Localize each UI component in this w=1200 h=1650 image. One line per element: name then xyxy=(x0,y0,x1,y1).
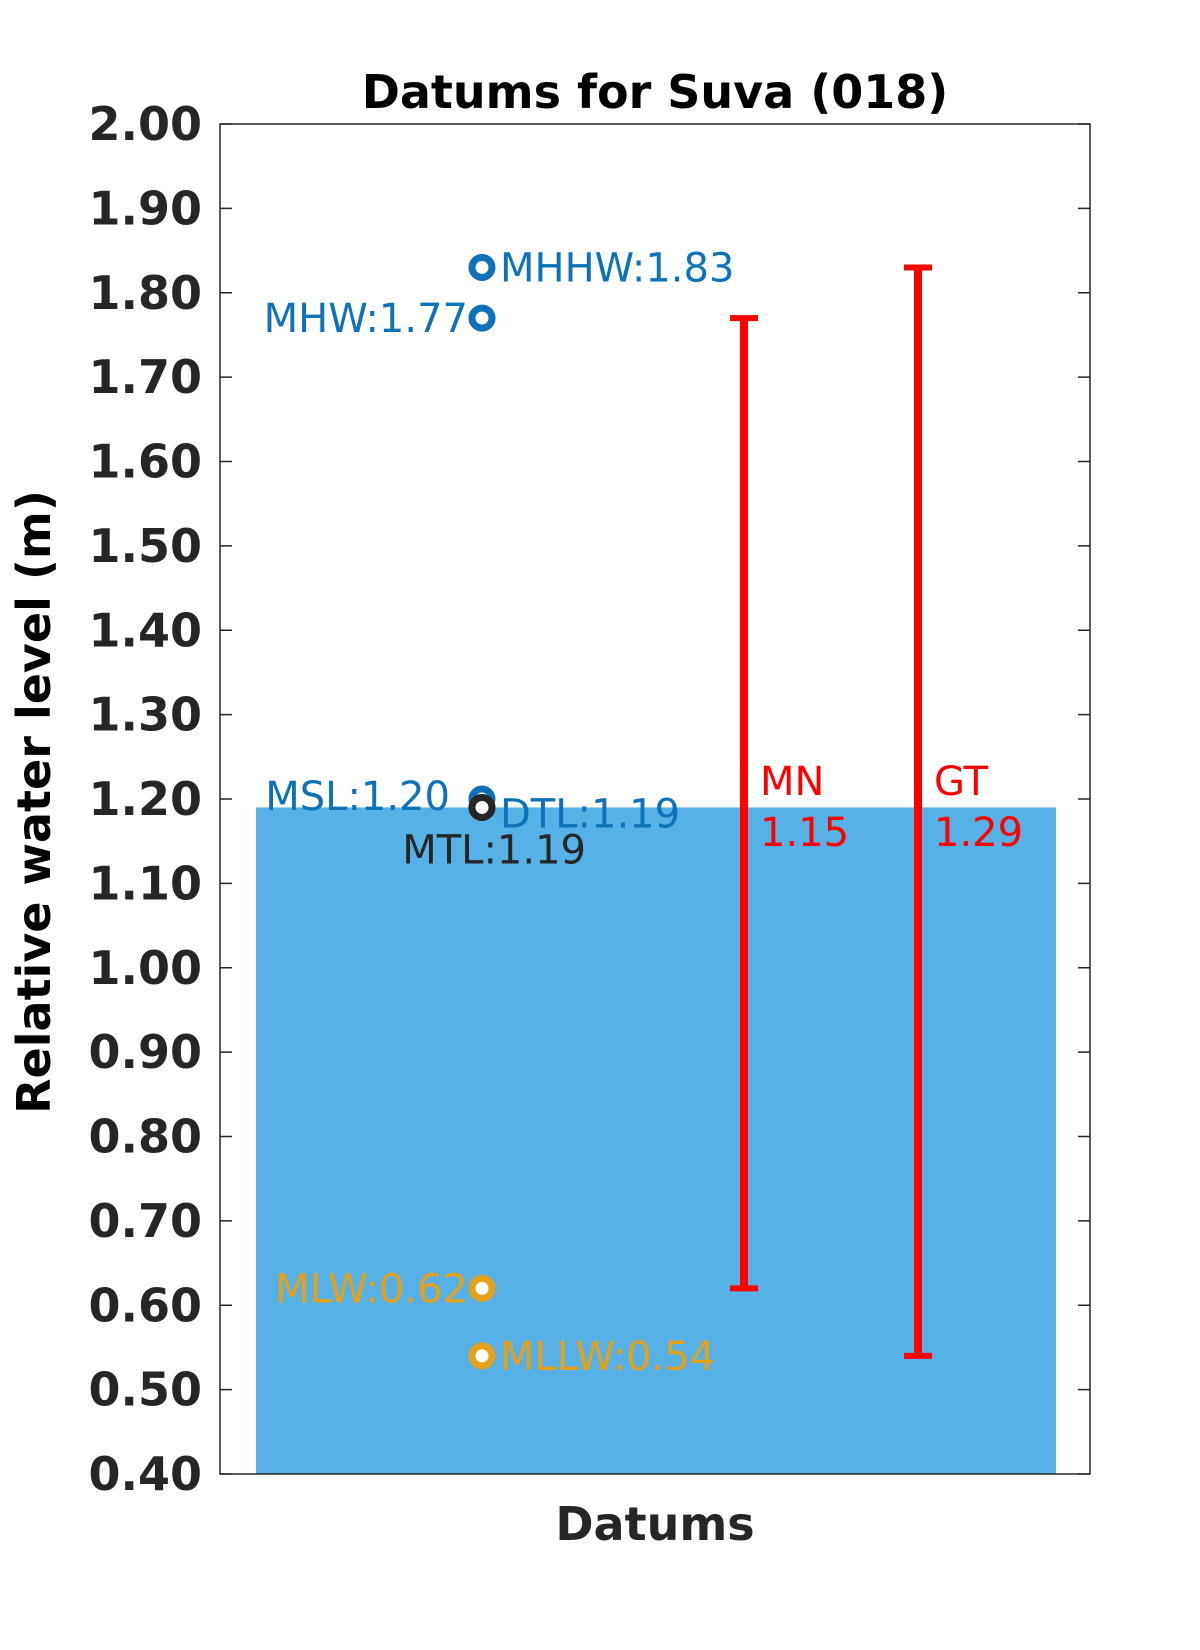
range-label-value-gt: 1.29 xyxy=(934,810,1023,856)
y-tick-label: 1.30 xyxy=(89,688,203,742)
y-tick-label: 1.50 xyxy=(89,519,203,573)
y-tick-label: 0.90 xyxy=(89,1025,203,1079)
datum-label-mhhw: MHHW:1.83 xyxy=(500,245,734,291)
datum-label-mhw: MHW:1.77 xyxy=(264,296,468,342)
range-label-name-gt: GT xyxy=(934,759,989,805)
y-tick-label: 1.10 xyxy=(89,856,203,910)
y-tick-label: 0.40 xyxy=(89,1447,203,1501)
datum-marker-mtl xyxy=(468,793,496,821)
y-tick-label: 1.20 xyxy=(89,772,203,826)
chart-title: Datums for Suva (018) xyxy=(362,65,949,119)
y-tick-label: 0.70 xyxy=(89,1194,203,1248)
y-tick-label: 1.90 xyxy=(89,181,203,235)
datum-marker-mhw xyxy=(468,304,496,332)
datum-label-mtl: MTL:1.19 xyxy=(402,827,586,873)
y-tick-label: 0.80 xyxy=(89,1110,203,1164)
y-tick-label: 1.40 xyxy=(89,603,203,657)
y-tick-label: 0.60 xyxy=(89,1278,203,1332)
x-axis-label: Datums xyxy=(555,1497,754,1551)
datum-marker-mlw xyxy=(468,1274,496,1302)
range-label-value-mn: 1.15 xyxy=(760,810,849,856)
y-axis-label: Relative water level (m) xyxy=(7,490,61,1114)
datum-marker-mllw xyxy=(468,1342,496,1370)
y-tick-label: 1.70 xyxy=(89,350,203,404)
datum-bar xyxy=(256,807,1056,1474)
datum-label-mlw: MLW:0.62 xyxy=(275,1266,468,1312)
y-tick-label: 1.60 xyxy=(89,435,203,489)
range-label-name-mn: MN xyxy=(760,759,824,805)
datum-label-dtl: DTL:1.19 xyxy=(500,791,680,837)
datum-label-mllw: MLLW:0.54 xyxy=(500,1334,715,1380)
y-tick-label: 0.50 xyxy=(89,1363,203,1417)
y-tick-label: 1.80 xyxy=(89,266,203,320)
y-tick-label: 2.00 xyxy=(89,97,203,151)
plot-area: MHHW:1.83 MHW:1.77 MSL:1.20 DTL:1.19MTL:1.1… xyxy=(219,123,1091,1475)
datum-marker-mhhw xyxy=(468,253,496,281)
y-axis: 0.40 0.50 0.60 0.70 0.80 0.90 1.00 1.10 1.20 1.30… xyxy=(89,97,1090,1501)
y-tick-label: 1.00 xyxy=(89,941,203,995)
datum-label-msl: MSL:1.20 xyxy=(265,774,450,820)
